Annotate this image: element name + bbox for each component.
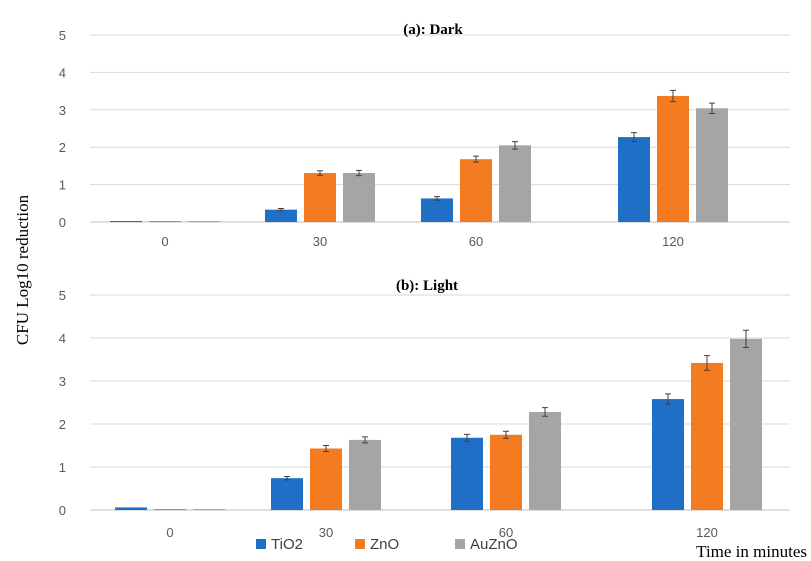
y-tick-label: 2	[59, 417, 66, 432]
bar-tio2-30	[265, 209, 297, 222]
bar-zno-60	[490, 434, 522, 510]
error-bar	[317, 170, 323, 176]
bar-auzno-120	[696, 108, 728, 222]
error-bar	[323, 445, 329, 453]
panel-title: (b): Light	[396, 278, 458, 294]
y-tick-label: 4	[59, 65, 66, 80]
error-bar	[356, 169, 362, 177]
legend-swatch-tio2	[256, 539, 266, 549]
y-tick-label: 0	[59, 503, 66, 518]
bar-auzno-30	[343, 173, 375, 222]
legend-label-zno: ZnO	[370, 536, 399, 553]
legend-label-tio2: TiO2	[271, 536, 303, 553]
bar-zno-30	[304, 173, 336, 222]
error-bar	[665, 393, 671, 405]
y-tick-label: 3	[59, 103, 66, 118]
error-bar	[362, 436, 368, 444]
x-tick-label: 0	[166, 525, 173, 540]
error-bar	[670, 89, 676, 103]
error-bar	[631, 132, 637, 143]
bar-tio2-60	[421, 198, 453, 222]
legend-swatch-auzno	[455, 539, 465, 549]
y-tick-label: 3	[59, 374, 66, 389]
panel-light: 0 1 2 3 4 5 (b): Light 0 30 60 120	[59, 278, 790, 540]
legend-swatch-zno	[355, 539, 365, 549]
error-bar	[434, 196, 440, 201]
bar-auzno-0	[193, 509, 225, 510]
bar-zno-30	[310, 448, 342, 510]
x-tick-label: 120	[696, 525, 718, 540]
error-bar	[503, 430, 509, 439]
bar-zno-0	[154, 509, 186, 510]
y-tick-label: 5	[59, 28, 66, 43]
bar-tio2-0	[115, 507, 147, 510]
error-bar	[464, 433, 470, 442]
bar-zno-120	[657, 95, 689, 222]
x-tick-label: 30	[313, 234, 327, 249]
y-tick-label: 5	[59, 288, 66, 303]
y-tick-label: 1	[59, 460, 66, 475]
panel-dark: 0 1 2 3 4 5 (a): Dark 0 30 60 120	[59, 22, 790, 249]
y-axis-label: CFU Log10 reduction	[13, 194, 32, 345]
error-bar	[512, 141, 518, 150]
bar-auzno-30	[349, 439, 381, 510]
y-tick-label: 0	[59, 215, 66, 230]
error-bar	[473, 155, 479, 163]
legend-label-auzno: AuZnO	[470, 536, 518, 553]
bar-tio2-120	[652, 399, 684, 510]
y-tick-label: 1	[59, 178, 66, 193]
error-bar	[542, 407, 548, 417]
legend: TiO2 ZnO AuZnO	[256, 536, 518, 553]
bar-auzno-120	[730, 338, 762, 510]
x-tick-label: 0	[161, 234, 168, 249]
x-tick-label: 120	[662, 234, 684, 249]
error-bar	[278, 208, 284, 212]
x-tick-label: 60	[499, 525, 513, 540]
bar-tio2-120	[618, 137, 650, 222]
bar-tio2-30	[271, 478, 303, 510]
y-tick-label: 2	[59, 140, 66, 155]
bar-zno-60	[460, 159, 492, 222]
bar-auzno-0	[188, 221, 220, 222]
x-tick-label: 60	[469, 234, 483, 249]
bar-zno-120	[691, 362, 723, 510]
panel-title: (a): Dark	[403, 22, 463, 38]
y-tick-label: 4	[59, 331, 66, 346]
error-bar	[284, 475, 290, 481]
bar-auzno-60	[529, 411, 561, 510]
bar-zno-0	[149, 221, 181, 222]
error-bar	[743, 329, 749, 348]
x-tick-label: 30	[319, 525, 333, 540]
bar-auzno-60	[499, 145, 531, 222]
bar-tio2-0	[110, 221, 142, 222]
error-bar	[709, 102, 715, 115]
bar-tio2-60	[451, 437, 483, 510]
x-axis-label: Time in minutes	[696, 542, 807, 561]
error-bar	[704, 355, 710, 371]
